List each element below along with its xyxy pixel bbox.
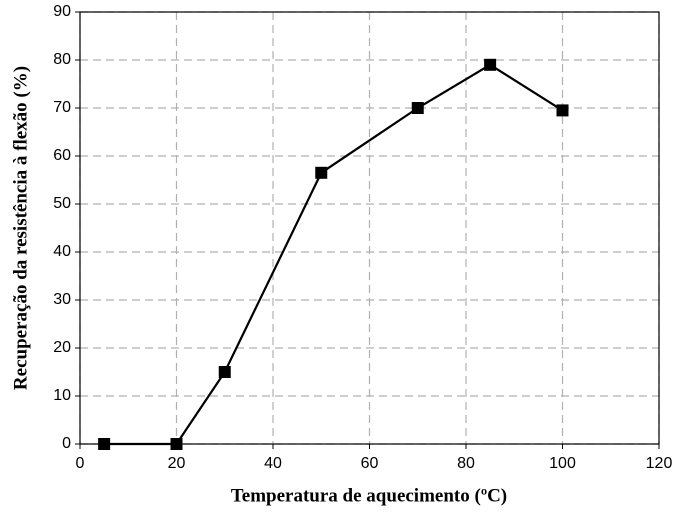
x-tick-label: 120 <box>646 455 673 472</box>
y-tick-label: 80 <box>53 51 71 68</box>
marker <box>556 104 569 117</box>
x-axis-label: Temperatura de aquecimento (ºC) <box>231 485 507 506</box>
x-tick-label: 0 <box>76 455 85 472</box>
y-tick-label: 60 <box>53 147 71 164</box>
marker <box>315 166 328 179</box>
marker <box>484 58 497 71</box>
y-tick-label: 70 <box>53 99 71 116</box>
y-tick-label: 30 <box>53 291 71 308</box>
x-tick-label: 100 <box>549 455 576 472</box>
y-tick-label: 50 <box>53 195 71 212</box>
x-tick-label: 40 <box>264 455 282 472</box>
line <box>104 63 564 446</box>
y-tick-label: 10 <box>53 387 71 404</box>
x-tick-label: 60 <box>361 455 379 472</box>
y-axis-label: Recuperação da resistência à flexão (%) <box>10 66 31 390</box>
marker <box>170 438 183 450</box>
marker <box>411 102 424 114</box>
y-tick-label: 90 <box>53 3 71 20</box>
marker <box>218 366 231 378</box>
plot-frame <box>79 11 660 445</box>
y-tick-label: 40 <box>53 243 71 260</box>
y-tick-label: 20 <box>53 339 71 356</box>
y-tick-label: 0 <box>62 435 71 452</box>
marker <box>98 438 111 450</box>
x-tick-label: 20 <box>168 455 186 472</box>
x-tick-label: 80 <box>457 455 475 472</box>
